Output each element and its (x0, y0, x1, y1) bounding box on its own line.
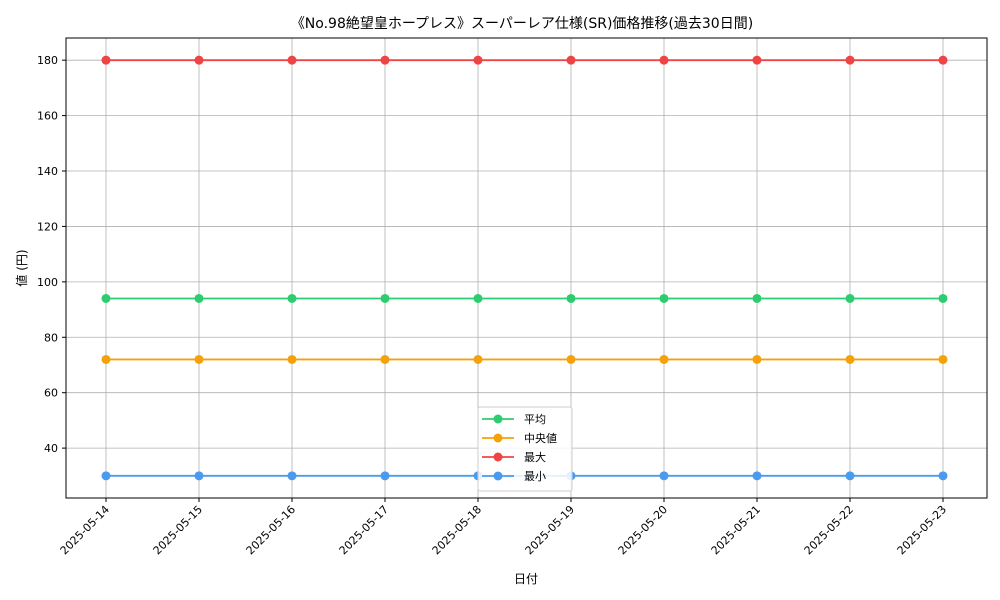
series-point-0 (101, 293, 111, 303)
series-point-0 (566, 293, 576, 303)
plot-frame (65, 37, 988, 499)
series-point-1 (938, 354, 948, 364)
y-tick-label: 60 (44, 387, 58, 400)
legend-label: 平均 (524, 413, 546, 426)
series-point-0 (287, 293, 297, 303)
series-point-1 (845, 354, 855, 364)
y-tick-label: 180 (37, 54, 58, 67)
x-axis-label: 日付 (514, 572, 538, 586)
series-point-2 (566, 55, 576, 65)
series-point-1 (194, 354, 204, 364)
series-point-0 (194, 293, 204, 303)
y-tick-label: 160 (37, 110, 58, 123)
series-point-1 (566, 354, 576, 364)
series-point-3 (101, 471, 111, 481)
y-tick-label: 100 (37, 276, 58, 289)
y-axis-label: 値 (円) (14, 249, 29, 286)
legend-label: 最大 (524, 450, 546, 464)
legend-marker (493, 414, 503, 424)
series-point-1 (101, 354, 111, 364)
series-point-1 (752, 354, 762, 364)
legend-marker (493, 452, 503, 462)
series-point-1 (473, 354, 483, 364)
series-point-2 (752, 55, 762, 65)
y-axis-ticks: 40 60 80 100 120 140 160 180 (37, 54, 66, 455)
series-point-3 (845, 471, 855, 481)
series-point-0 (752, 293, 762, 303)
series-point-3 (938, 471, 948, 481)
series-point-0 (473, 293, 483, 303)
series-point-2 (659, 55, 669, 65)
chart-title: 《No.98絶望皇ホープレス》スーパーレア仕様(SR)価格推移(過去30日間) (291, 16, 753, 32)
legend-label: 最小 (524, 470, 546, 483)
y-tick-label: 40 (44, 442, 58, 455)
series-point-0 (938, 293, 948, 303)
y-tick-label: 120 (37, 220, 58, 233)
series-point-3 (380, 471, 390, 481)
series-point-2 (473, 55, 483, 65)
legend-marker (493, 433, 503, 443)
series-point-0 (380, 293, 390, 303)
series-point-2 (194, 55, 204, 65)
series-point-3 (659, 471, 669, 481)
series-point-2 (287, 55, 297, 65)
series-point-2 (101, 55, 111, 65)
series-point-3 (752, 471, 762, 481)
series-point-3 (287, 471, 297, 481)
series-point-2 (938, 55, 948, 65)
series-point-1 (287, 354, 297, 364)
series-point-3 (194, 471, 204, 481)
legend-label: 中央値 (524, 432, 557, 445)
series-point-0 (845, 293, 855, 303)
series-point-1 (380, 354, 390, 364)
legend-box (477, 406, 573, 492)
series-point-1 (659, 354, 669, 364)
y-tick-label: 140 (37, 165, 58, 178)
series-point-2 (380, 55, 390, 65)
y-tick-label: 80 (44, 331, 58, 344)
legend-marker (493, 471, 503, 481)
series-point-0 (659, 293, 669, 303)
series-point-2 (845, 55, 855, 65)
